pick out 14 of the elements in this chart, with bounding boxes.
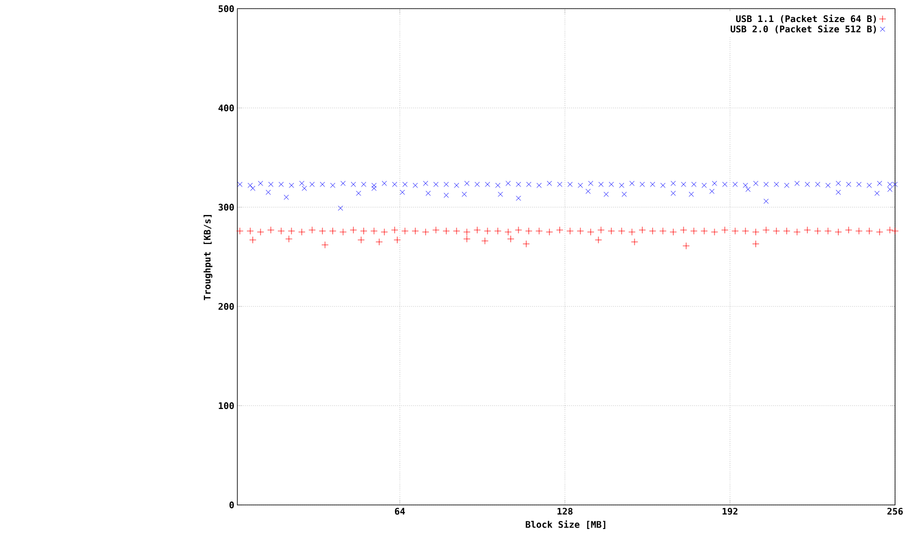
- x-tick-label: 128: [558, 508, 573, 514]
- y-tick-label: 0: [229, 501, 234, 508]
- x-tick-label: 192: [722, 508, 738, 514]
- y-tick-label: 200: [218, 302, 234, 310]
- legend-label: USB 2.0 (Packet Size 512 B): [730, 24, 876, 34]
- y-axis-title: Troughput [KB/s]: [204, 214, 212, 300]
- x-tick-label: 256: [887, 508, 903, 514]
- legend-label: USB 1.1 (Packet Size 64 B): [736, 14, 876, 23]
- y-tick-label: 100: [218, 402, 234, 409]
- x-tick-label: 64: [394, 508, 405, 514]
- x-axis-title: Block Size [MB]: [526, 520, 606, 529]
- y-tick-label: 300: [218, 204, 234, 210]
- y-tick-label: 400: [218, 104, 234, 112]
- y-tick-label: 500: [218, 5, 234, 12]
